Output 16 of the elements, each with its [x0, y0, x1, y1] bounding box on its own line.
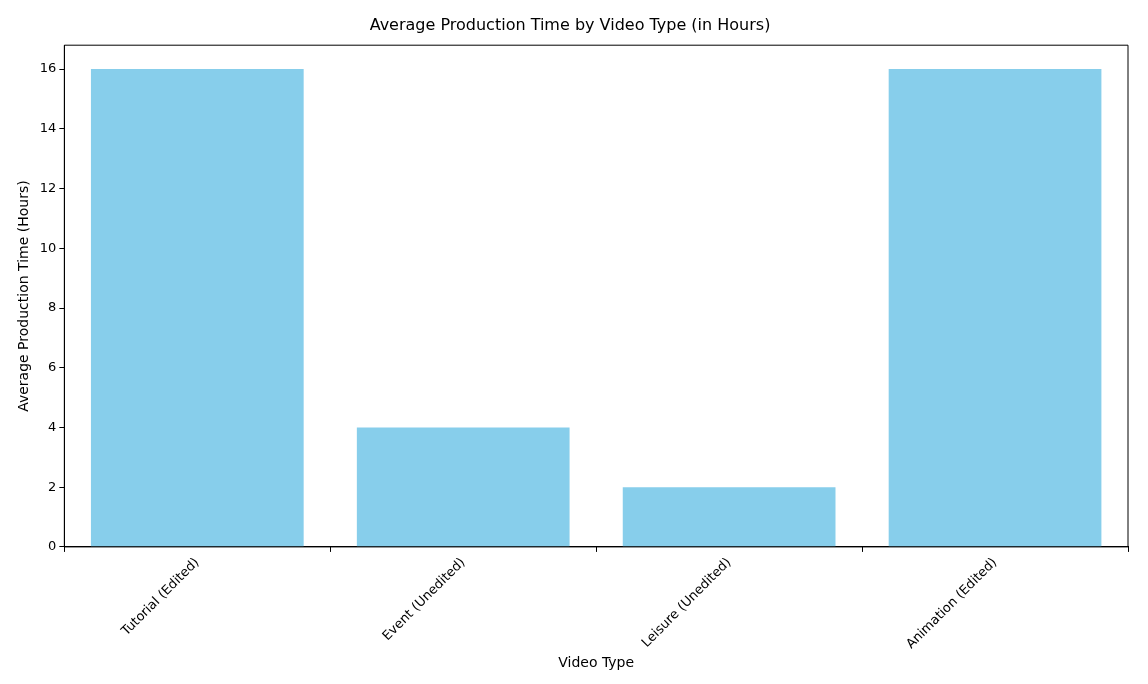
x-axis-title: Video Type [558, 654, 635, 671]
y-tick-label: 16 [39, 60, 57, 76]
y-tick-label: 0 [48, 538, 57, 554]
y-tick-label: 10 [39, 239, 57, 255]
y-axis-title: Average Production Time (Hours) [15, 180, 32, 412]
y-tick-label: 2 [48, 478, 57, 494]
bar [90, 69, 304, 547]
y-tick-label: 4 [48, 418, 57, 434]
bar [622, 487, 836, 547]
y-tick-label: 8 [48, 299, 57, 315]
y-tick-label: 12 [39, 179, 57, 195]
chart-title: Average Production Time by Video Type (in Hours) [369, 14, 771, 34]
y-tick-label: 14 [39, 120, 57, 136]
bar [356, 427, 570, 547]
bar [888, 69, 1102, 547]
y-tick-label: 6 [48, 359, 57, 375]
